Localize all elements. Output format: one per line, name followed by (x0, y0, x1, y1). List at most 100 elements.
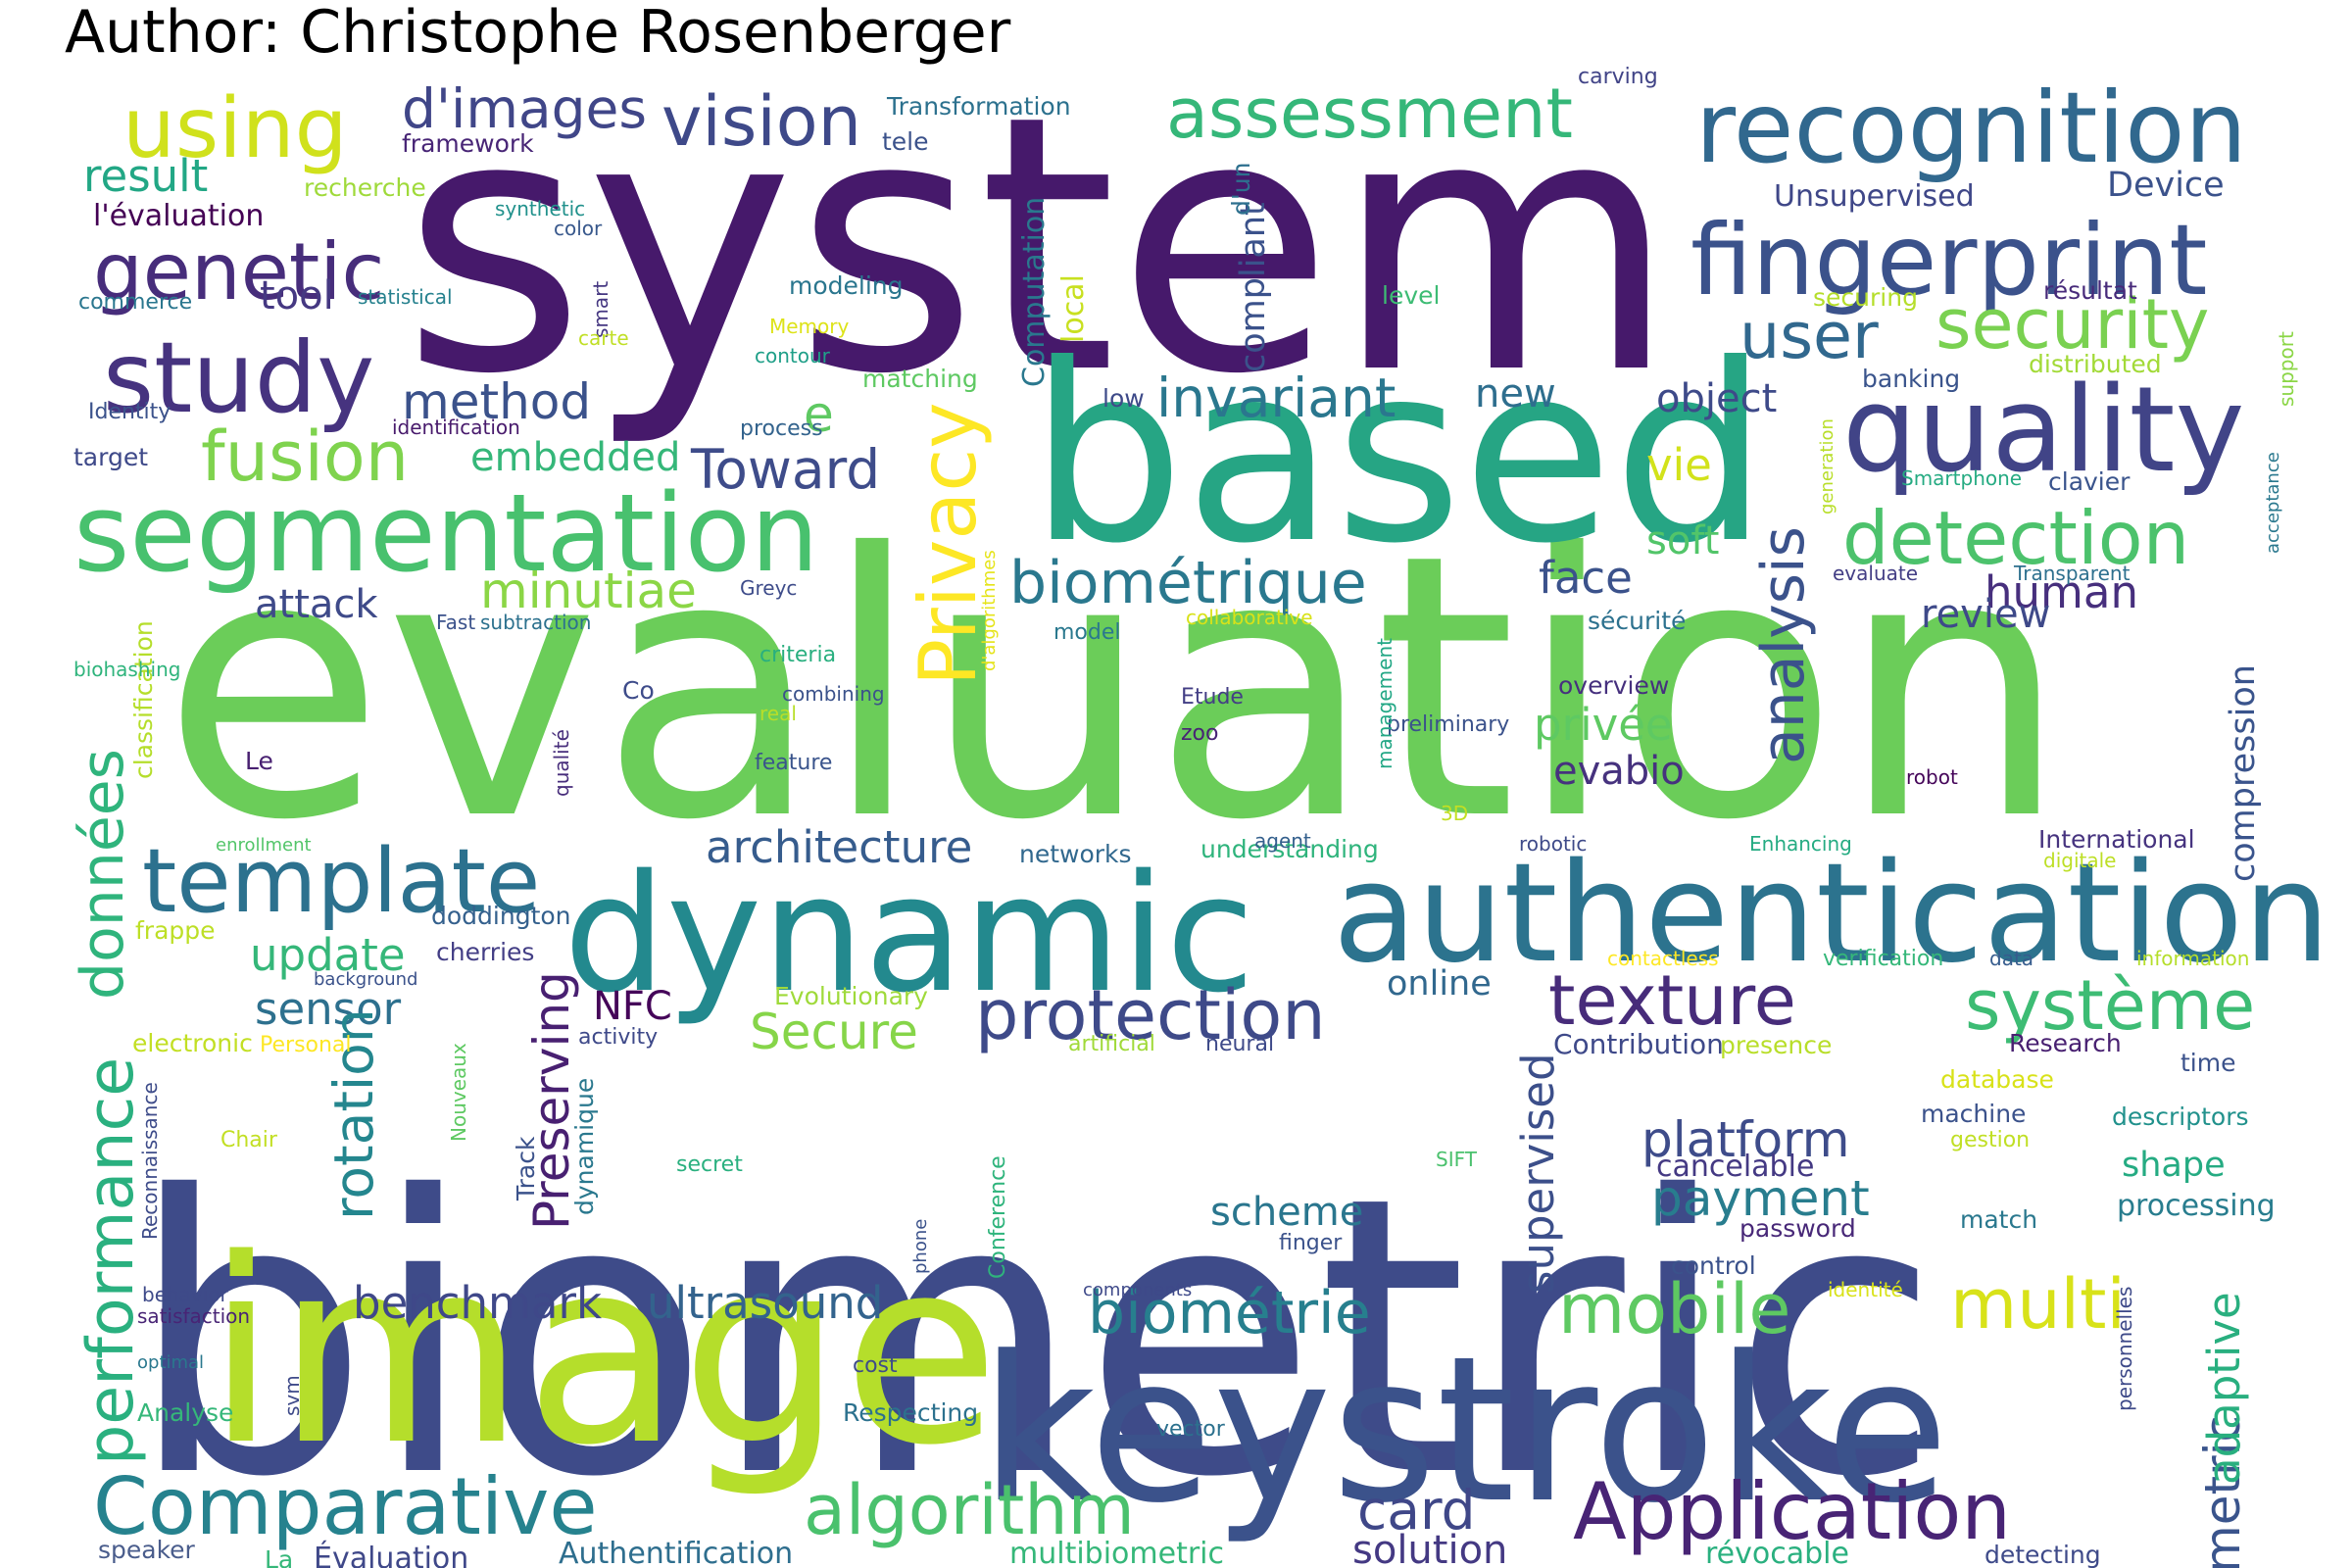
word-metric: metric (2194, 1415, 2251, 1568)
word-sensor: sensor (255, 983, 402, 1035)
word-la: La (265, 1545, 293, 1568)
word-processing: processing (2117, 1189, 2276, 1223)
word-satisfaction: satisfaction (137, 1304, 250, 1328)
word-cancelable: cancelable (1656, 1150, 1814, 1184)
word-classification: classification (129, 620, 158, 779)
word-matching: matching (862, 365, 978, 393)
word-conference: Conference (986, 1155, 1010, 1279)
word-local: local (1056, 274, 1091, 343)
word-co: Co (622, 676, 655, 705)
word-application: Application (1573, 1466, 2011, 1557)
word-smartphone: Smartphone (1901, 466, 2022, 490)
word-assessment: assessment (1166, 74, 1573, 154)
word-carving: carving (1578, 65, 1658, 89)
word-greyc: Greyc (740, 576, 797, 600)
word-electronic: electronic (132, 1029, 253, 1057)
word-target: target (74, 443, 148, 471)
word-verification: verification (1823, 947, 1943, 971)
word-algorithm: algorithm (804, 1470, 1135, 1550)
word-research: Research (2009, 1029, 2122, 1057)
word-respecting: Respecting (843, 1398, 978, 1427)
word-embedded: embedded (470, 435, 680, 480)
word-etude: Etude (1181, 685, 1244, 710)
word-genetic: genetic (93, 226, 385, 318)
word-sift: SIFT (1436, 1148, 1478, 1171)
word-robot: robot (1906, 765, 1958, 789)
word-real: real (760, 702, 797, 725)
word-authentication: authentication (1333, 834, 2330, 994)
word-evolutionary: Evolutionary (774, 982, 928, 1010)
word-fusion: fusion (201, 416, 409, 497)
word-multibiometric: multibiometric (1009, 1537, 1224, 1568)
word-evaluation: Évaluation (314, 1541, 468, 1568)
word-distributed: distributed (2029, 350, 2162, 378)
word-nfc: NFC (593, 984, 672, 1029)
word-preserving: Preserving (523, 971, 580, 1230)
word-system: system (402, 40, 1677, 451)
word-vector: vector (1156, 1417, 1226, 1442)
word-contactless: contactless (1607, 947, 1719, 970)
word-shape: shape (2122, 1146, 2226, 1185)
word-statistical: statistical (358, 285, 453, 309)
word-card: card (1357, 1479, 1476, 1542)
word-result: result (83, 150, 208, 202)
word-secret: secret (676, 1152, 743, 1177)
word-supervised: supervised (1512, 1053, 1564, 1294)
word-acceptance: acceptance (2263, 452, 2283, 554)
word-fingerprint: fingerprint (1690, 203, 2207, 318)
word-analysis: analysis (1749, 526, 1818, 764)
author-title: Author: Christophe Rosenberger (65, 0, 1011, 67)
word-support: support (2275, 331, 2298, 407)
word-modeling: modeling (789, 271, 904, 300)
word-performance: performance (74, 1057, 148, 1465)
word-solution: solution (1352, 1528, 1507, 1568)
word-device: Device (2107, 166, 2225, 205)
word-rotation: rotation (322, 1008, 385, 1220)
word-low: low (1102, 384, 1145, 413)
word-personal: Personal (260, 1033, 352, 1057)
word-vision: vision (662, 81, 861, 162)
word-finger: finger (1279, 1231, 1343, 1255)
word-mobile: mobile (1558, 1269, 1790, 1349)
word-level: level (1382, 281, 1440, 310)
word-attack: attack (255, 582, 378, 627)
word-transformation: Transformation (886, 92, 1071, 121)
word-d-images: d'images (402, 77, 647, 140)
word-secure: Secure (750, 1004, 918, 1060)
word-preliminary: preliminary (1387, 712, 1509, 737)
word-le: Le (245, 747, 273, 775)
word-time: time (2180, 1049, 2235, 1077)
word-process: process (740, 416, 823, 441)
word-securite: sécurité (1588, 607, 1686, 635)
word-criteria: criteria (760, 643, 836, 667)
word-phone: phone (910, 1219, 931, 1274)
word-behavior: behavior (142, 1283, 229, 1306)
word-transparent: Transparent (2013, 562, 2131, 585)
word-doddington: doddington (431, 902, 571, 930)
word-contribution: Contribution (1553, 1028, 1724, 1060)
word-d-un: d'un (1227, 163, 1255, 216)
word-svm: svm (280, 1375, 304, 1416)
word-memory: Memory (769, 315, 850, 338)
word-combining: combining (782, 682, 885, 706)
word-based: based (1029, 312, 1769, 597)
word-authentification: Authentification (559, 1537, 793, 1568)
word-revocable: révocable (1705, 1537, 1849, 1568)
word-texture: texture (1548, 960, 1796, 1041)
word-using: using (122, 80, 348, 177)
word-biometric: biometric (127, 1115, 1940, 1560)
word-evaluation: evaluation (162, 478, 2069, 900)
word-new: new (1475, 371, 1556, 416)
word-match: match (1960, 1205, 2037, 1234)
word-contour: contour (755, 344, 831, 368)
word-resultat: résultat (2043, 276, 2137, 305)
word-personnelles: personnelles (2113, 1287, 2136, 1411)
word-multi: multi (1950, 1264, 2126, 1345)
word-biometrique: biométrique (1009, 549, 1367, 617)
word-computation: Computation (1017, 197, 1052, 387)
word-control: control (1671, 1251, 1756, 1280)
word-comparative: Comparative (93, 1461, 598, 1552)
word-human: human (1984, 566, 2138, 618)
word-identity: Identity (88, 400, 171, 424)
word-biohashing: biohashing (74, 658, 180, 681)
